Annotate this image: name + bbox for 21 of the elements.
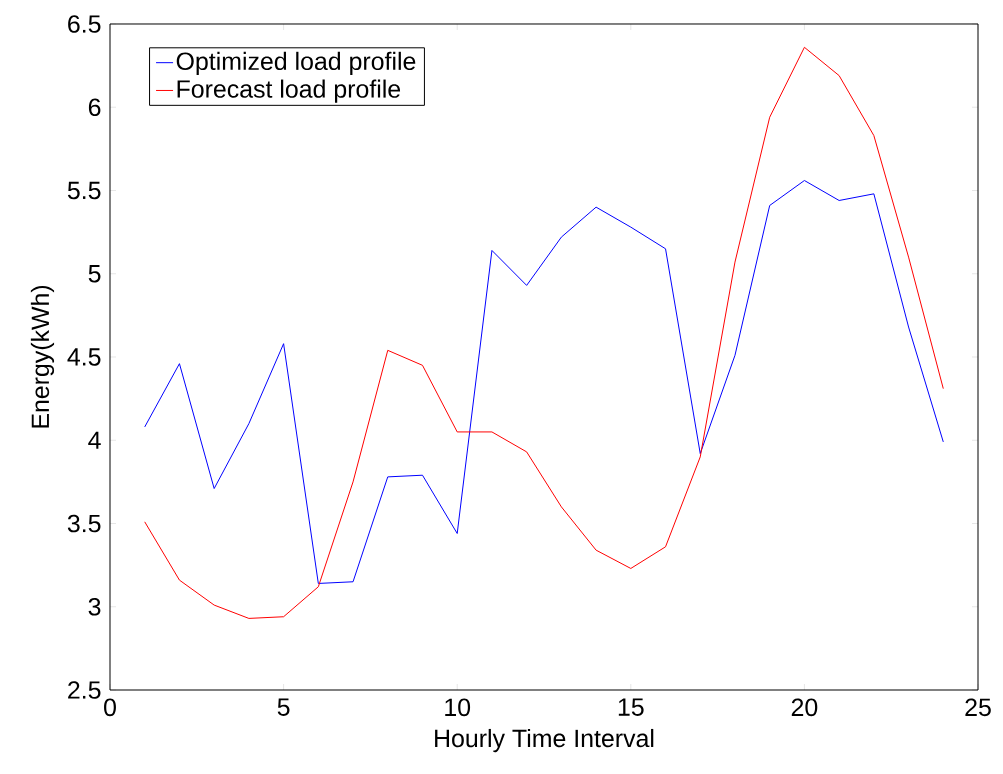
x-tick-label: 5 [277,698,290,716]
x-axis-title: Hourly Time Interval [435,728,654,753]
y-tick-label: 5 [88,265,101,283]
y-tick-label: 4 [88,431,101,449]
x-tick-label: 10 [445,698,471,717]
y-tick-label: 5.5 [67,181,101,200]
y-tick-label: 6 [88,98,101,117]
y-axis-title: Energy(kWh) [30,285,55,428]
y-tick-label: 3 [88,597,101,616]
y-tick-label: 3.5 [67,514,101,533]
line-series [144,46,944,619]
y-tick-label: 6.5 [68,15,101,33]
y-tick-label: 2.5 [68,681,101,699]
x-tick-label: 15 [618,698,644,716]
x-tick-label: 20 [791,698,818,717]
legend-label: Forecast load profile [177,79,401,103]
legend-label: Optimized load profile [176,51,416,76]
x-tick-label: 25 [965,698,991,717]
y-tick-label: 4.5 [67,348,101,366]
line-series [144,180,944,584]
x-tick-label: 0 [104,698,116,717]
